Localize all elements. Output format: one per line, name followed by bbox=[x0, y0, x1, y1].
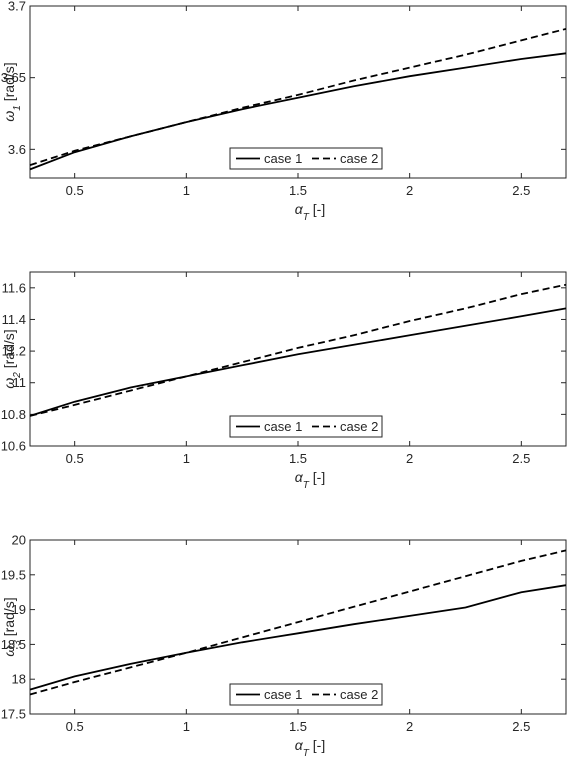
y-tick-label: 19.5 bbox=[1, 567, 26, 582]
x-tick-label: 2 bbox=[406, 719, 413, 734]
series-line-case-1 bbox=[29, 584, 567, 691]
y-tick-label: 20 bbox=[12, 533, 26, 548]
x-tick-label: 0.5 bbox=[66, 719, 84, 734]
x-tick-label: 1.5 bbox=[289, 183, 307, 198]
legend-box bbox=[229, 683, 383, 706]
x-axis-label: αT [-] bbox=[295, 469, 325, 491]
legend: case 1 case 2 bbox=[229, 683, 383, 706]
y-tick-label: 19 bbox=[12, 602, 26, 617]
legend: case 1 case 2 bbox=[229, 415, 383, 438]
chart-panel-3: 0.5 1 1.5 2 2.5 17.5 18 18.5 19 19.5 20 αT [-] ω3 [r… bbox=[1, 533, 567, 759]
x-axis-label: αT [-] bbox=[295, 737, 325, 759]
y-tick-label: 11 bbox=[13, 375, 27, 390]
chart-panel-1: 0.5 1 1.5 2 2.5 3.6 3.65 3.7 αT [-] ω1 [rad/s] cas… bbox=[1, 0, 567, 223]
x-tick-label: 1 bbox=[183, 451, 190, 466]
y-tick-label: 3.7 bbox=[8, 0, 26, 14]
series-line-case-2 bbox=[29, 28, 567, 166]
y-axis-label: ω2 [rad/s] bbox=[1, 329, 23, 388]
x-tick-label: 2 bbox=[406, 183, 413, 198]
y-tick-label: 3.6 bbox=[8, 142, 26, 157]
legend-box bbox=[229, 415, 383, 438]
x-tick-label: 1 bbox=[183, 183, 190, 198]
y-tick-label: 3.65 bbox=[1, 70, 26, 85]
y-tick-label: 11.2 bbox=[2, 344, 26, 359]
x-tick-label: 1.5 bbox=[289, 451, 307, 466]
series-line-case-2 bbox=[29, 549, 567, 696]
y-tick-label: 18.5 bbox=[1, 637, 26, 652]
y-tick-label: 10.6 bbox=[1, 439, 26, 454]
x-tick-label: 2 bbox=[406, 451, 413, 466]
series-line-case-2 bbox=[29, 283, 567, 417]
legend-entry-label: case 1 bbox=[264, 687, 302, 702]
legend-entry-label: case 2 bbox=[340, 419, 378, 434]
y-tick-label: 11.6 bbox=[2, 280, 26, 295]
x-tick-label: 0.5 bbox=[66, 451, 84, 466]
x-tick-label: 2.5 bbox=[512, 451, 530, 466]
legend-entry-label: case 1 bbox=[264, 419, 302, 434]
chart-panel-2: 0.5 1 1.5 2 2.5 10.6 10.8 11 11.2 11.4 11.6 αT [-] ω… bbox=[1, 271, 567, 491]
y-tick-label: 10.8 bbox=[1, 407, 26, 422]
series-line-case-1 bbox=[29, 52, 567, 171]
y-axis-label: ω1 [rad/s] bbox=[1, 62, 23, 121]
x-tick-label: 2.5 bbox=[512, 183, 530, 198]
x-tick-label: 1.5 bbox=[289, 719, 307, 734]
y-tick-label: 18 bbox=[12, 672, 26, 687]
legend-entry-label: case 2 bbox=[340, 151, 378, 166]
legend-entry-label: case 2 bbox=[340, 687, 378, 702]
legend-box bbox=[229, 147, 383, 170]
x-tick-label: 2.5 bbox=[512, 719, 530, 734]
x-axis-label: αT [-] bbox=[295, 201, 325, 223]
y-tick-label: 17.5 bbox=[1, 707, 26, 722]
x-tick-label: 0.5 bbox=[66, 183, 84, 198]
x-tick-label: 1 bbox=[183, 719, 190, 734]
legend: case 1 case 2 bbox=[229, 147, 383, 170]
y-tick-label: 11.4 bbox=[2, 312, 26, 327]
legend-entry-label: case 1 bbox=[264, 151, 302, 166]
series-line-case-1 bbox=[29, 307, 567, 417]
y-axis-label: ω3 [rad/s] bbox=[1, 597, 23, 656]
